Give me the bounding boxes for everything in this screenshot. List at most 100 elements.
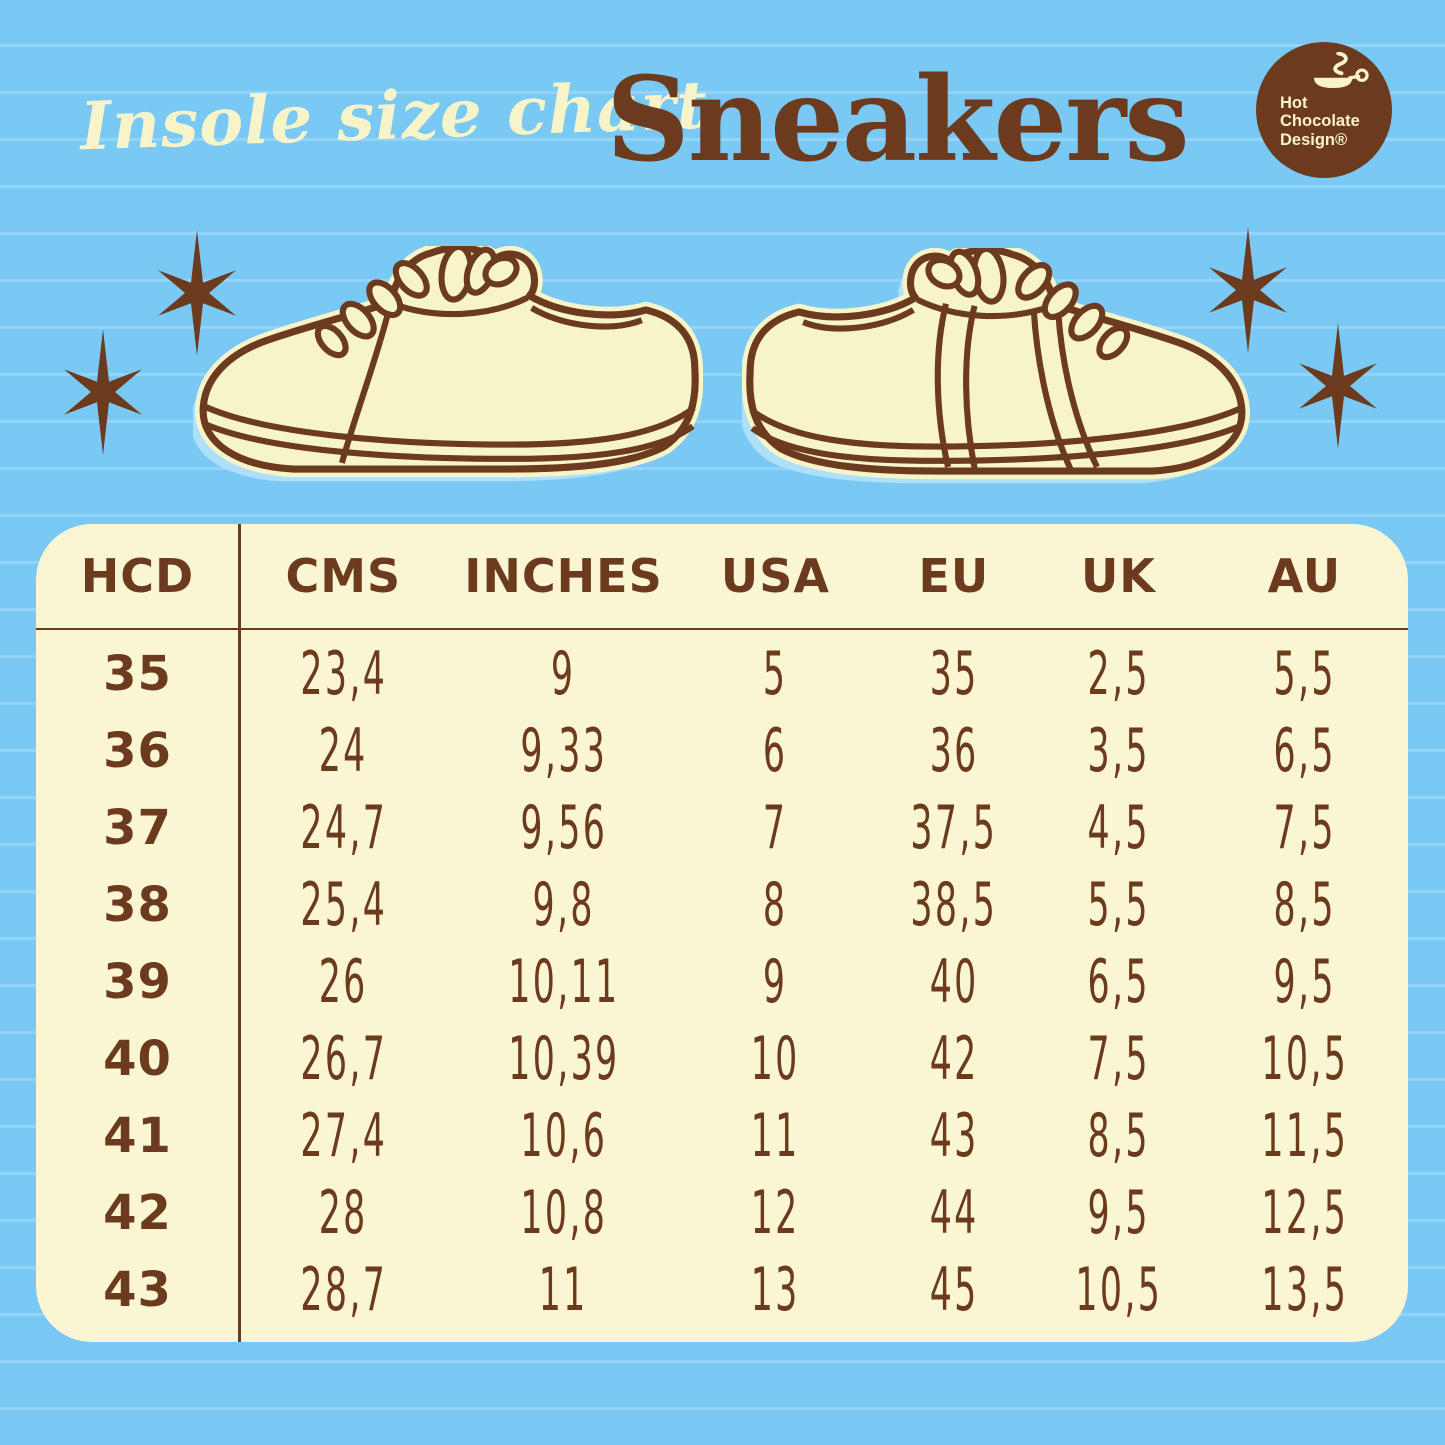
table-cell: 5 [679, 639, 871, 709]
table-cell: 3,5 [1036, 716, 1201, 786]
table-row: 41 27,4 10,6 11 43 8,5 11,5 [36, 1097, 1408, 1174]
table-cell: 28 [239, 1178, 448, 1248]
size-value: 5,5 [1087, 870, 1150, 941]
size-value: 10,11 [507, 947, 620, 1017]
size-value: 6,5 [1087, 947, 1150, 1017]
table-cell: 10,5 [1201, 1024, 1408, 1094]
hcd-size-value: 36 [103, 723, 172, 780]
size-value: 8,5 [1273, 870, 1336, 941]
table-cell: 6,5 [1201, 716, 1408, 786]
table-cell: 40 [36, 1031, 239, 1087]
size-value: 24 [318, 716, 368, 787]
table-cell: 12 [679, 1178, 871, 1248]
size-value: 13,5 [1260, 1254, 1348, 1325]
table-cell: 5,5 [1036, 870, 1201, 940]
column-header-eu: EU [918, 549, 990, 603]
table-cell: 44 [872, 1178, 1037, 1248]
table-cell: 38 [36, 877, 239, 933]
table-cell: 39 [36, 954, 239, 1010]
size-value: 10,8 [520, 1177, 607, 1248]
right-sneaker-illustration [742, 248, 1250, 484]
table-cell: 36 [872, 716, 1037, 786]
table-cell: 9,56 [448, 793, 680, 863]
size-value: 38,5 [910, 870, 998, 941]
table-row: 35 23,4 9 5 35 2,5 5,5 [36, 636, 1408, 713]
size-value: 24,7 [299, 793, 387, 864]
size-value: 9,5 [1273, 947, 1336, 1017]
size-chart-table: HCD CMS INCHES USA EU UK AU 35 23,4 9 5 35 2,… [36, 524, 1408, 1342]
table-cell: 11,5 [1201, 1101, 1408, 1171]
size-value: 12 [751, 1177, 800, 1248]
table-cell: 8 [679, 870, 871, 940]
brand-line-1: Hot [1280, 94, 1308, 112]
table-cell: 24,7 [239, 793, 448, 863]
size-value: 13 [751, 1254, 800, 1325]
column-header-cms: CMS [285, 549, 402, 603]
table-row: 38 25,4 9,8 8 38,5 5,5 8,5 [36, 867, 1408, 944]
table-cell: 37,5 [872, 793, 1037, 863]
size-value: 10,39 [507, 1023, 620, 1094]
hcd-size-value: 41 [103, 1107, 172, 1164]
table-cell: 10,8 [448, 1178, 680, 1248]
size-value: 7,5 [1273, 793, 1336, 864]
size-value: 11,5 [1260, 1100, 1348, 1171]
size-value: 9,33 [520, 716, 607, 787]
size-value: 8 [763, 870, 788, 941]
table-cell: 10 [679, 1024, 871, 1094]
table-cell: 11 [679, 1101, 871, 1171]
size-value: 26,7 [299, 1023, 387, 1094]
table-cell: 7,5 [1036, 1024, 1201, 1094]
table-cell: 8,5 [1201, 870, 1408, 940]
hcd-size-value: 43 [103, 1261, 172, 1318]
table-cell: 25,4 [239, 870, 448, 940]
size-value: 28 [318, 1177, 368, 1248]
six-point-star-icon [1299, 323, 1377, 449]
table-row: 37 24,7 9,56 7 37,5 4,5 7,5 [36, 790, 1408, 867]
page-title: Sneakers [606, 52, 1190, 188]
table-cell: 9,33 [448, 716, 680, 786]
table-cell: 9 [679, 947, 871, 1017]
brand-logo: Hot Chocolate Design® [1256, 42, 1392, 178]
column-header-usa: USA [720, 549, 831, 603]
size-value: 5,5 [1273, 639, 1336, 710]
size-value: 10,5 [1075, 1254, 1162, 1325]
brand-line-2: Chocolate [1280, 112, 1360, 131]
size-value: 35 [929, 639, 979, 710]
size-value: 7 [763, 793, 788, 864]
column-header-uk: UK [1080, 549, 1156, 603]
size-value: 9 [551, 639, 576, 710]
column-divider [238, 524, 241, 1342]
size-value: 40 [929, 947, 979, 1017]
table-cell: 38,5 [872, 870, 1037, 940]
table-cell: 41 [36, 1108, 239, 1164]
size-value: 27,4 [299, 1100, 387, 1171]
size-value: 10 [751, 1023, 800, 1094]
size-value: 4,5 [1087, 793, 1150, 864]
table-cell: 36 [36, 723, 239, 779]
hcd-size-value: 37 [103, 800, 172, 857]
size-value: 5 [763, 639, 788, 710]
table-cell: 4,5 [1036, 793, 1201, 863]
table-row: 39 26 10,11 9 40 6,5 9,5 [36, 944, 1408, 1021]
table-row: 40 26,7 10,39 10 42 7,5 10,5 [36, 1020, 1408, 1097]
table-cell: 10,11 [448, 947, 680, 1017]
size-value: 44 [929, 1177, 979, 1248]
size-value: 12,5 [1260, 1177, 1348, 1248]
size-value: 7,5 [1087, 1023, 1150, 1094]
table-cell: 24 [239, 716, 448, 786]
table-cell: 8,5 [1036, 1101, 1201, 1171]
six-point-star-icon [158, 230, 236, 356]
table-cell: 42 [872, 1024, 1037, 1094]
table-cell: 7,5 [1201, 793, 1408, 863]
hot-chocolate-cup-icon [1313, 52, 1369, 88]
table-cell: 40 [872, 947, 1037, 1017]
table-cell: 10,6 [448, 1101, 680, 1171]
table-cell: 11 [448, 1255, 680, 1325]
size-value: 11 [539, 1254, 588, 1325]
table-body: 35 23,4 9 5 35 2,5 5,5 36 24 9,33 6 36 3,5 6,5 37 24,7 9… [36, 630, 1408, 1342]
six-point-star-icon [64, 329, 142, 455]
table-cell: 10,5 [1036, 1255, 1201, 1325]
table-cell: 9,5 [1036, 1178, 1201, 1248]
table-cell: 10,39 [448, 1024, 680, 1094]
